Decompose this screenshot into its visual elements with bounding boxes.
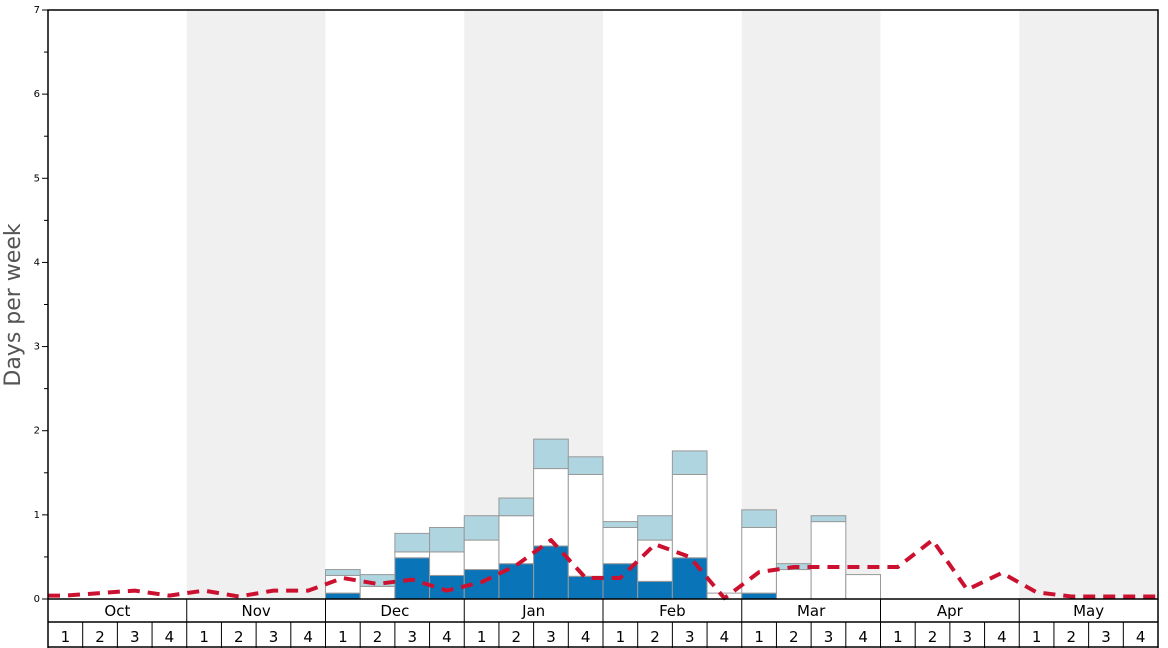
month-label: Oct <box>104 602 130 620</box>
week-label: 3 <box>269 628 279 646</box>
week-label: 1 <box>338 628 348 646</box>
month-label: Feb <box>659 602 686 620</box>
bar-white <box>533 468 569 547</box>
bar-dark <box>637 580 673 600</box>
bar-light <box>602 521 639 528</box>
week-label: 4 <box>442 628 452 646</box>
week-label: 4 <box>858 628 868 646</box>
month-shading-layer <box>48 10 1158 599</box>
week-label: 2 <box>512 628 522 646</box>
week-label: 1 <box>616 628 626 646</box>
y-tick-label: 4 <box>34 257 40 268</box>
week-label: 4 <box>581 628 591 646</box>
week-label: 3 <box>685 628 695 646</box>
bar-white <box>775 569 812 600</box>
axes-layer: 0 1 2 3 4 5 6 7 Oct 1 2 3 4 Nov 1 2 3 4 Dec 1 2 3 4 Jan 1 2 3 4 Feb 1… <box>34 5 1159 648</box>
week-label: 1 <box>477 628 487 646</box>
y-tick-label: 7 <box>34 5 40 16</box>
bar-white <box>845 574 881 600</box>
week-label: 4 <box>720 628 730 646</box>
month-label: Jan <box>521 602 545 620</box>
week-label: 3 <box>962 628 972 646</box>
bar-white <box>602 526 639 565</box>
week-label: 1 <box>893 628 903 646</box>
bar-dark <box>325 592 361 600</box>
week-label: 4 <box>997 628 1007 646</box>
week-label: 1 <box>754 628 764 646</box>
week-label: 1 <box>61 628 71 646</box>
week-label: 2 <box>789 628 799 646</box>
bar-white <box>463 539 500 571</box>
week-label: 3 <box>1101 628 1111 646</box>
bar-light <box>394 532 431 553</box>
bar-dark <box>741 592 777 600</box>
average-line <box>48 538 1158 601</box>
month-label: Nov <box>241 602 270 620</box>
month-label: Apr <box>937 602 964 620</box>
week-label: 3 <box>407 628 417 646</box>
week-label: 2 <box>234 628 244 646</box>
bar-white <box>567 473 604 577</box>
bar-dark <box>602 563 639 600</box>
week-label: 1 <box>199 628 209 646</box>
week-label: 2 <box>928 628 938 646</box>
bar-light <box>810 515 847 523</box>
bar-light <box>671 450 708 475</box>
bar-white <box>498 515 535 565</box>
y-tick-label: 6 <box>34 89 40 100</box>
week-label: 4 <box>303 628 313 646</box>
bar-dark <box>498 563 535 600</box>
line-layer <box>48 538 1158 601</box>
week-label: 4 <box>165 628 175 646</box>
week-label: 3 <box>546 628 556 646</box>
month-shade <box>186 10 326 599</box>
y-tick-label: 2 <box>34 426 40 437</box>
bar-light <box>429 526 465 553</box>
bar-light <box>637 515 673 541</box>
bar-light <box>533 438 569 470</box>
bar-dark <box>429 574 465 600</box>
y-tick-label: 1 <box>34 510 40 521</box>
bar-light <box>325 569 361 576</box>
bar-light <box>463 515 500 541</box>
week-label: 3 <box>824 628 834 646</box>
week-label: 4 <box>1136 628 1146 646</box>
bar-white <box>394 551 431 559</box>
week-label: 2 <box>95 628 105 646</box>
week-label: 2 <box>373 628 383 646</box>
y-tick-label: 3 <box>34 342 40 353</box>
bar-light <box>741 509 777 528</box>
bar-white <box>741 526 777 594</box>
y-tick-label: 5 <box>34 173 40 184</box>
month-label: Dec <box>380 602 409 620</box>
bar-light <box>498 497 535 517</box>
bar-white <box>429 551 465 576</box>
week-label: 2 <box>1067 628 1077 646</box>
month-label: May <box>1073 602 1104 620</box>
month-shade <box>741 10 881 599</box>
month-shade <box>1019 10 1158 599</box>
week-label: 1 <box>1032 628 1042 646</box>
bar-white <box>810 521 847 600</box>
bar-white <box>359 585 396 600</box>
bar-white <box>637 539 673 582</box>
week-label: 2 <box>650 628 660 646</box>
bar-white <box>671 473 708 559</box>
y-tick-label: 0 <box>34 594 40 605</box>
bar-light <box>567 456 604 475</box>
week-label: 3 <box>130 628 140 646</box>
y-axis-label: Days per week <box>1 223 26 386</box>
month-label: Mar <box>797 602 826 620</box>
bar-dark <box>671 557 708 600</box>
